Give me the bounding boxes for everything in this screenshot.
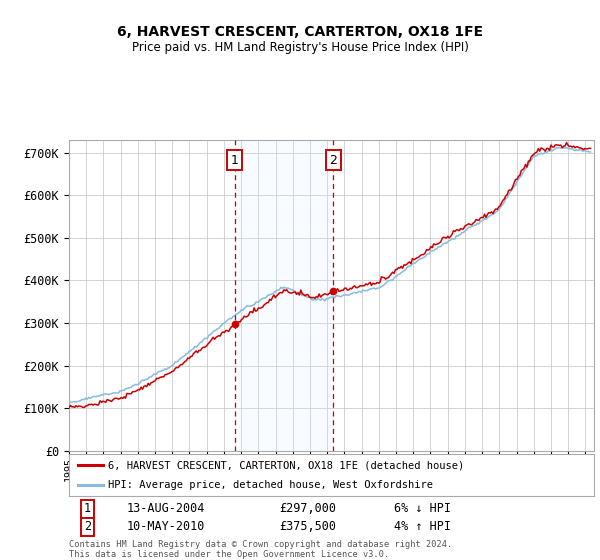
Text: Contains HM Land Registry data © Crown copyright and database right 2024.
This d: Contains HM Land Registry data © Crown c…: [69, 540, 452, 559]
Text: 6% ↓ HPI: 6% ↓ HPI: [395, 502, 452, 516]
Text: 1: 1: [230, 153, 238, 167]
Text: Price paid vs. HM Land Registry's House Price Index (HPI): Price paid vs. HM Land Registry's House …: [131, 41, 469, 54]
Text: 10-MAY-2010: 10-MAY-2010: [127, 520, 205, 533]
Text: 4% ↑ HPI: 4% ↑ HPI: [395, 520, 452, 533]
Text: 2: 2: [84, 520, 91, 533]
Text: 2: 2: [329, 153, 337, 167]
Text: 13-AUG-2004: 13-AUG-2004: [127, 502, 205, 516]
Text: 6, HARVEST CRESCENT, CARTERTON, OX18 1FE: 6, HARVEST CRESCENT, CARTERTON, OX18 1FE: [117, 25, 483, 39]
Text: £375,500: £375,500: [279, 520, 336, 533]
Text: 6, HARVEST CRESCENT, CARTERTON, OX18 1FE (detached house): 6, HARVEST CRESCENT, CARTERTON, OX18 1FE…: [109, 460, 464, 470]
Bar: [235, 140, 334, 451]
Text: 1: 1: [84, 502, 91, 516]
Text: £297,000: £297,000: [279, 502, 336, 516]
Text: HPI: Average price, detached house, West Oxfordshire: HPI: Average price, detached house, West…: [109, 480, 433, 490]
